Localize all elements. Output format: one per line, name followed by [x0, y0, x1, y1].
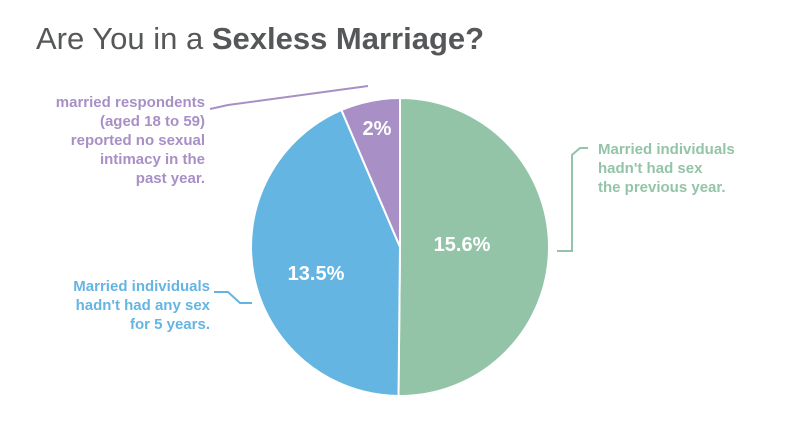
chart-title-prefix: Are You in a	[36, 21, 212, 56]
annotation-line: married respondents	[56, 94, 205, 111]
slice-five-years	[250, 108, 402, 398]
annotation-line: reported no sexual	[71, 132, 205, 149]
pie-slices	[250, 96, 550, 398]
annotation-line: intimacy in the	[100, 151, 205, 168]
chart-title-emphasis: Sexless Marriage?	[212, 21, 484, 56]
annotation-line: (aged 18 to 59)	[100, 113, 205, 130]
annotation-leader-line	[209, 85, 369, 110]
annotation-line: hadn't had sex	[598, 160, 703, 177]
annotation-line: past year.	[136, 170, 205, 187]
chart-title: Are You in a Sexless Marriage?	[36, 21, 484, 56]
annotation-line: for 5 years.	[130, 316, 210, 333]
pie-annotations: Married individuals hadn't had sex the pre…	[56, 85, 735, 333]
slice-value-label: 2%	[363, 118, 392, 140]
annotation-five-years: Married individuals hadn't had any sex for…	[73, 278, 210, 333]
annotation-line: hadn't had any sex	[76, 297, 211, 314]
slice-previous-year	[397, 96, 550, 397]
annotation-line: Married individuals	[598, 141, 735, 158]
annotation-no-intimacy: married respondents (aged 18 to 59) report…	[56, 94, 205, 187]
annotation-leader-line	[557, 147, 588, 252]
annotation-previous-year: Married individuals hadn't had sex the pre…	[598, 141, 735, 196]
slice-no-intimacy	[340, 96, 401, 248]
slice-value-label: 13.5%	[288, 263, 345, 285]
annotation-line: the previous year.	[598, 179, 726, 196]
annotation-line: Married individuals	[73, 278, 210, 295]
slice-value-label: 15.6%	[434, 234, 491, 256]
pie-slice-labels: 15.6% 13.5% 2%	[288, 118, 491, 285]
annotation-leader-line	[214, 291, 252, 304]
